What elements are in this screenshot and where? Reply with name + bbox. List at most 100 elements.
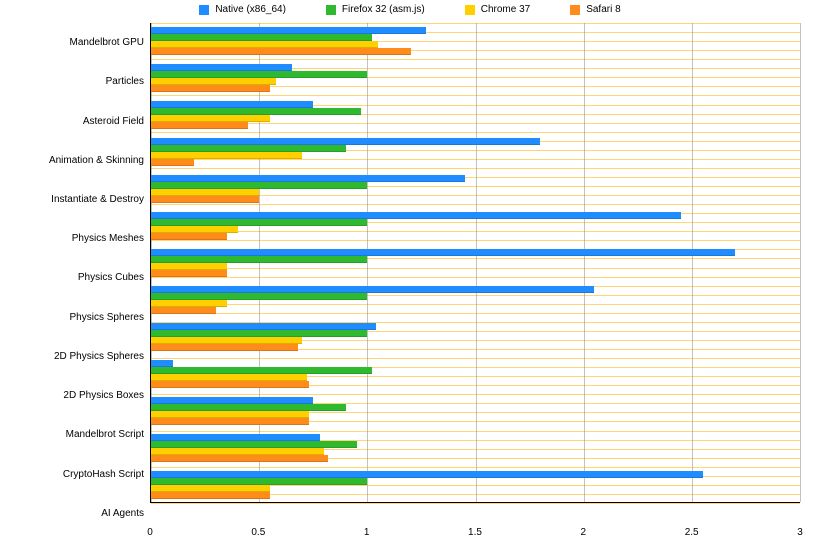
chart: Mandelbrot GPUParticlesAsteroid FieldAni…	[0, 23, 820, 533]
bar-group	[151, 60, 800, 97]
bar-safari	[151, 122, 248, 129]
bar-native	[151, 212, 681, 219]
legend-swatch-firefox	[326, 5, 336, 15]
bar-safari	[151, 418, 309, 425]
bar-group	[151, 392, 800, 429]
legend-swatch-chrome	[465, 5, 475, 15]
bar-safari	[151, 196, 259, 203]
category-label: Physics Spheres	[0, 299, 144, 335]
bar-safari	[151, 492, 270, 499]
bar-firefox	[151, 367, 372, 374]
bar-chrome	[151, 485, 270, 492]
bar-safari	[151, 381, 309, 388]
bar-chrome	[151, 226, 238, 233]
bar-firefox	[151, 219, 367, 226]
category-label: 2D Physics Spheres	[0, 338, 144, 374]
legend-label-safari: Safari 8	[586, 4, 620, 15]
bar-safari	[151, 455, 328, 462]
bar-group	[151, 245, 800, 282]
bar-firefox	[151, 145, 346, 152]
category-label: CryptoHash Script	[0, 456, 144, 492]
bar-firefox	[151, 404, 346, 411]
bar-chrome	[151, 263, 227, 270]
bar-firefox	[151, 34, 372, 41]
category-label: Instantiate & Destroy	[0, 181, 144, 217]
legend: Native (x86_64) Firefox 32 (asm.js) Chrome…	[0, 0, 820, 23]
legend-item-firefox: Firefox 32 (asm.js)	[326, 4, 425, 15]
bar-group	[151, 171, 800, 208]
bar-chrome	[151, 115, 270, 122]
bar-native	[151, 397, 313, 404]
x-tick-label: 3	[797, 527, 803, 538]
legend-label-chrome: Chrome 37	[481, 4, 530, 15]
bar-chrome	[151, 448, 324, 455]
category-label: Mandelbrot Script	[0, 417, 144, 453]
category-label: Physics Meshes	[0, 221, 144, 257]
bar-safari	[151, 307, 216, 314]
bar-chrome	[151, 189, 259, 196]
legend-label-native: Native (x86_64)	[215, 4, 286, 15]
legend-swatch-safari	[570, 5, 580, 15]
bar-safari	[151, 233, 227, 240]
bar-chrome	[151, 300, 227, 307]
bar-safari	[151, 85, 270, 92]
bar-native	[151, 434, 320, 441]
legend-swatch-native	[199, 5, 209, 15]
x-tick-label: 1.5	[468, 527, 482, 538]
category-label: 2D Physics Boxes	[0, 378, 144, 414]
bar-firefox	[151, 478, 367, 485]
bar-group	[151, 355, 800, 392]
bar-group	[151, 23, 800, 60]
vgrid-line	[800, 23, 801, 502]
x-tick-label: 2.5	[685, 527, 699, 538]
bar-safari	[151, 48, 411, 55]
x-tick-label: 1	[364, 527, 370, 538]
bar-native	[151, 64, 292, 71]
x-axis-labels: 0 0.5 1 1.5 2 2.5 3	[150, 527, 800, 543]
category-label: Asteroid Field	[0, 103, 144, 139]
legend-item-chrome: Chrome 37	[465, 4, 530, 15]
legend-label-firefox: Firefox 32 (asm.js)	[342, 4, 425, 15]
bar-chrome	[151, 411, 309, 418]
bar-group	[151, 429, 800, 466]
bar-group	[151, 208, 800, 245]
x-tick-label: 0.5	[251, 527, 265, 538]
bar-group	[151, 134, 800, 171]
bar-firefox	[151, 293, 367, 300]
bar-group	[151, 318, 800, 355]
bar-safari	[151, 344, 298, 351]
x-tick-label: 0	[147, 527, 153, 538]
bar-native	[151, 101, 313, 108]
y-axis-labels: Mandelbrot GPUParticlesAsteroid FieldAni…	[0, 23, 150, 533]
bar-group	[151, 97, 800, 134]
bar-native	[151, 175, 465, 182]
category-label: Mandelbrot GPU	[0, 25, 144, 61]
bar-native	[151, 249, 735, 256]
bar-native	[151, 323, 376, 330]
bar-chrome	[151, 337, 302, 344]
bar-chrome	[151, 78, 276, 85]
category-label: AI Agents	[0, 495, 144, 531]
legend-item-safari: Safari 8	[570, 4, 620, 15]
bar-native	[151, 286, 594, 293]
bar-native	[151, 471, 703, 478]
bar-firefox	[151, 71, 367, 78]
bar-firefox	[151, 256, 367, 263]
category-label: Animation & Skinning	[0, 142, 144, 178]
bar-firefox	[151, 330, 367, 337]
bar-native	[151, 138, 540, 145]
bar-native	[151, 360, 173, 367]
x-tick-label: 2	[581, 527, 587, 538]
bar-chrome	[151, 374, 307, 381]
legend-item-native: Native (x86_64)	[199, 4, 286, 15]
bar-firefox	[151, 441, 357, 448]
bar-safari	[151, 159, 194, 166]
plot-area	[150, 23, 800, 503]
bar-group	[151, 466, 800, 503]
bar-native	[151, 27, 426, 34]
bar-firefox	[151, 182, 367, 189]
bar-firefox	[151, 108, 361, 115]
category-label: Particles	[0, 64, 144, 100]
hgrid-line	[151, 503, 800, 504]
bar-group	[151, 281, 800, 318]
